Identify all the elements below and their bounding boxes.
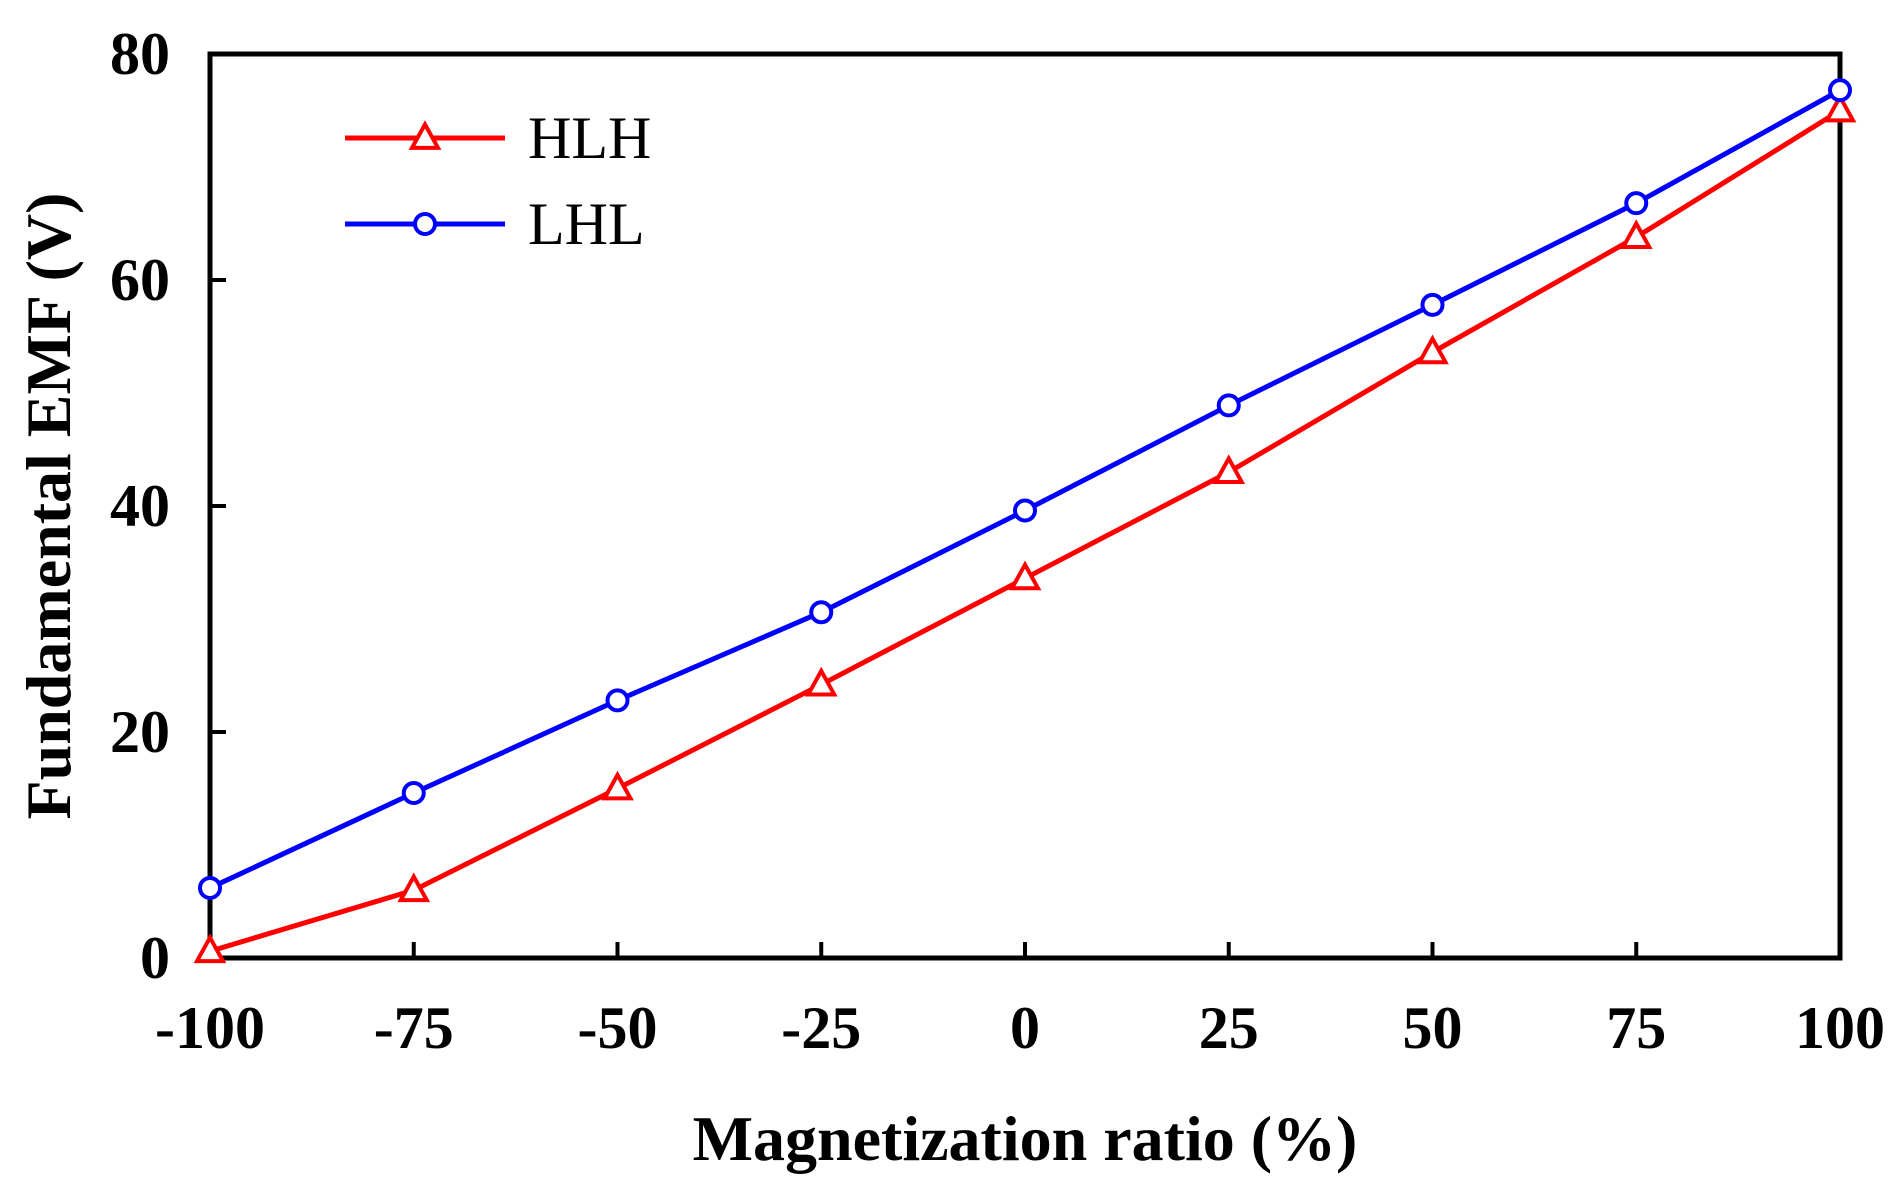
y-axis-ticks: 0 20 40 60 80 <box>110 21 226 991</box>
y-tick-label: 40 <box>110 473 170 539</box>
x-tick-label: -75 <box>374 995 454 1061</box>
x-tick-label: -100 <box>155 995 265 1061</box>
data-point-lhl <box>1828 78 1852 103</box>
data-point-lhl <box>605 688 630 713</box>
data-point-hlh <box>397 872 431 903</box>
data-point-hlh <box>601 770 634 801</box>
series-lhl <box>198 78 1852 900</box>
x-tick-label: 25 <box>1199 995 1259 1061</box>
data-point-hlh <box>193 933 227 964</box>
legend: HLH LHL <box>345 105 651 257</box>
series-layer <box>193 78 1857 964</box>
y-axis-title: Fundamental EMF (V) <box>13 193 84 820</box>
data-point-legend-lhl <box>413 212 437 236</box>
x-axis-title: Magnetization ratio (%) <box>693 1103 1358 1174</box>
y-tick-label: 0 <box>140 925 170 991</box>
data-point-hlh <box>1619 219 1653 249</box>
legend-item-hlh: HLH <box>345 105 651 171</box>
series-line-lhl <box>207 87 1843 891</box>
x-tick-label: 100 <box>1795 995 1885 1061</box>
data-point-lhl <box>1013 498 1037 523</box>
data-point-lhl <box>809 600 834 625</box>
data-point-legend-hlh <box>408 120 442 150</box>
data-point-lhl <box>1624 191 1649 216</box>
y-tick-label: 60 <box>110 247 170 313</box>
legend-label-lhl: LHL <box>528 191 645 257</box>
series-line-hlh <box>207 108 1843 954</box>
x-tick-label: 75 <box>1606 995 1666 1061</box>
data-point-lhl <box>401 781 426 806</box>
data-point-hlh <box>804 666 838 697</box>
x-tick-label: -50 <box>578 995 658 1061</box>
x-tick-label: 0 <box>1010 995 1040 1061</box>
y-tick-label: 80 <box>110 21 170 87</box>
x-tick-label: -25 <box>781 995 861 1061</box>
x-tick-label: 50 <box>1403 995 1463 1061</box>
legend-item-lhl: LHL <box>345 191 645 257</box>
data-point-lhl <box>198 875 222 900</box>
data-point-lhl <box>1420 292 1445 317</box>
series-hlh <box>193 92 1857 964</box>
x-axis-ticks: -100 -75 -50 -25 0 25 50 75 100 <box>155 942 1885 1061</box>
data-point-hlh <box>1416 334 1449 365</box>
legend-label-hlh: HLH <box>528 105 651 171</box>
data-point-hlh <box>1823 92 1857 123</box>
y-tick-label: 20 <box>110 699 170 765</box>
data-point-hlh <box>1008 560 1042 591</box>
data-point-lhl <box>1216 393 1241 418</box>
data-point-hlh <box>1212 454 1246 484</box>
